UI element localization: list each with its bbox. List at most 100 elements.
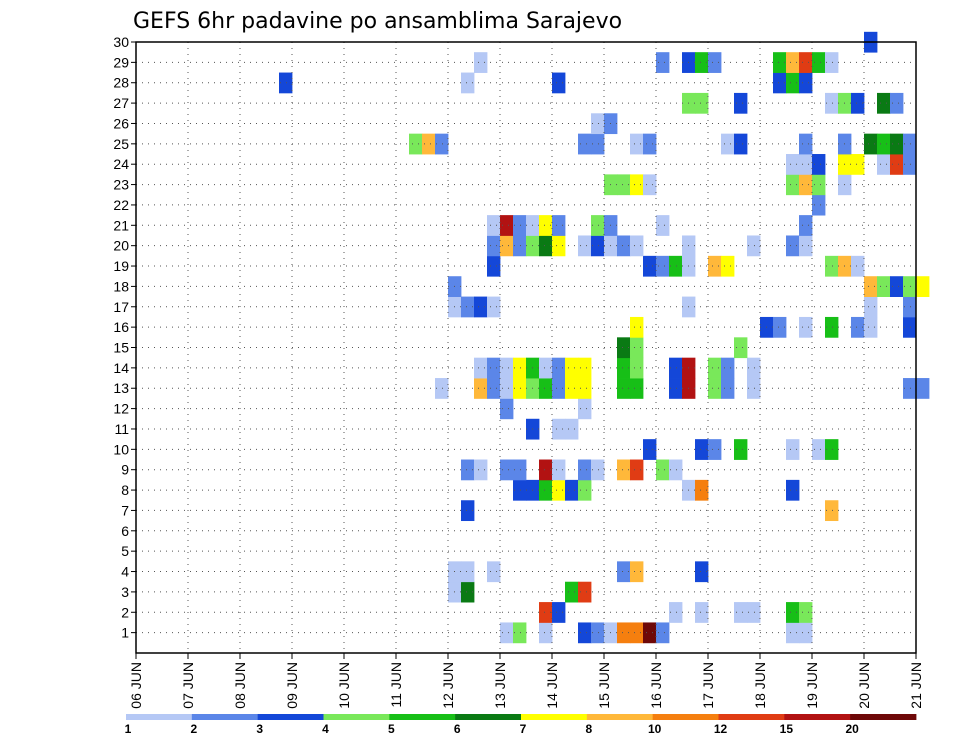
x-tick-label: 16 JUN xyxy=(648,662,664,709)
colorbar-swatch xyxy=(850,714,917,720)
precip-cell-m3-s34 xyxy=(578,581,592,603)
x-tick-label: 07 JUN xyxy=(180,662,196,709)
precip-cell-m28-s51 xyxy=(799,72,813,94)
precip-cell-m1-s28 xyxy=(500,622,514,644)
precip-cell-m25-s57 xyxy=(877,133,891,155)
precip-cell-m23-s50 xyxy=(786,174,800,196)
precip-cell-m9-s37 xyxy=(617,459,631,481)
precip-cell-m1-s31 xyxy=(539,622,553,644)
precip-cell-m13-s44 xyxy=(708,378,722,399)
y-tick-label: 5 xyxy=(121,543,129,559)
precip-cell-m13-s29 xyxy=(513,378,527,399)
precip-cell-m19-s44 xyxy=(708,255,722,277)
precip-cell-m25-s51 xyxy=(799,133,813,155)
precip-cell-m4-s43 xyxy=(695,561,709,583)
precip-cell-m14-s27 xyxy=(487,357,501,379)
precip-cell-m9-s31 xyxy=(539,459,553,481)
precip-cell-m27-s53 xyxy=(825,92,839,114)
y-tick-label: 9 xyxy=(121,462,129,478)
precip-cell-m19-s27 xyxy=(487,255,501,277)
precip-cell-m24-s51 xyxy=(799,154,813,175)
precip-cell-m14-s28 xyxy=(500,357,514,379)
precip-cell-m15-s46 xyxy=(734,337,748,359)
precip-cell-m3-s25 xyxy=(461,581,475,603)
precip-cell-m28-s50 xyxy=(786,72,800,94)
precip-cell-m23-s37 xyxy=(617,174,631,196)
precip-cell-m24-s50 xyxy=(786,154,800,175)
precip-cell-m24-s58 xyxy=(890,154,904,175)
precip-cell-m28-s11 xyxy=(279,72,293,94)
precip-cell-m20-s47 xyxy=(747,235,761,257)
y-tick-label: 27 xyxy=(113,95,129,111)
precip-cell-m28-s25 xyxy=(461,72,475,94)
precip-cell-m26-s35 xyxy=(591,113,605,135)
precip-cell-m17-s56 xyxy=(864,296,878,318)
precip-cell-m13-s32 xyxy=(552,378,566,399)
precip-cell-m20-s51 xyxy=(799,235,813,257)
colorbar-swatch xyxy=(521,714,588,720)
y-tick-label: 3 xyxy=(121,584,129,600)
precip-cell-m1-s50 xyxy=(786,622,800,644)
precip-cell-m25-s35 xyxy=(591,133,605,155)
colorbar-label: 3 xyxy=(256,722,263,736)
precip-cell-m27-s58 xyxy=(890,92,904,114)
precip-cell-m24-s55 xyxy=(851,154,865,175)
precip-cell-m25-s45 xyxy=(721,133,735,155)
precip-cell-m25-s34 xyxy=(578,133,592,155)
x-tick-label: 17 JUN xyxy=(700,662,716,709)
precip-cell-m7-s25 xyxy=(461,500,475,522)
precip-cell-m16-s38 xyxy=(630,316,644,338)
colorbar-swatch xyxy=(257,714,324,720)
x-tick-label: 19 JUN xyxy=(804,662,820,709)
precip-cell-m1-s38 xyxy=(630,622,644,644)
precip-cell-m14-s41 xyxy=(669,357,683,379)
precip-cell-m14-s32 xyxy=(552,357,566,379)
y-axis: 1234567891011121314151617181920212223242… xyxy=(113,34,136,641)
precip-cell-m13-s41 xyxy=(669,378,683,399)
precip-cell-m15-s37 xyxy=(617,337,631,359)
colorbar-swatch xyxy=(586,714,654,720)
precip-cell-m4-s38 xyxy=(630,561,644,583)
y-tick-label: 29 xyxy=(113,54,129,70)
colorbar-label: 10 xyxy=(648,722,662,736)
precip-cell-m20-s38 xyxy=(630,235,644,257)
colorbar-label: 12 xyxy=(714,722,728,736)
colorbar-swatch xyxy=(126,714,193,720)
colorbar-legend: 1 2 3 4 5 6 7 8 10 12 15 20 xyxy=(125,714,917,736)
y-tick-label: 21 xyxy=(113,217,129,233)
precip-cell-m8-s43 xyxy=(695,479,709,501)
precip-cell-m13-s37 xyxy=(617,378,631,399)
precip-cell-m25-s46 xyxy=(734,133,748,155)
precip-cell-m16-s55 xyxy=(851,316,865,338)
precip-cell-m25-s23 xyxy=(435,133,449,155)
precip-cells xyxy=(279,31,930,644)
x-tick-label: 15 JUN xyxy=(596,662,612,709)
precip-cell-m13-s60 xyxy=(916,378,930,399)
y-tick-label: 19 xyxy=(113,258,129,274)
precip-cell-m4-s27 xyxy=(487,561,501,583)
precip-cell-m17-s59 xyxy=(903,296,917,318)
precip-cell-m4-s37 xyxy=(617,561,631,583)
precip-cell-m8-s33 xyxy=(565,479,579,501)
precip-cell-m9-s35 xyxy=(591,459,605,481)
precip-cell-m8-s32 xyxy=(552,479,566,501)
precip-cell-m18-s60 xyxy=(916,276,930,297)
precip-cell-m9-s41 xyxy=(669,459,683,481)
precip-cell-m13-s28 xyxy=(500,378,514,399)
y-tick-label: 28 xyxy=(113,75,129,91)
precip-cell-m18-s56 xyxy=(864,276,878,297)
precip-cell-m1-s35 xyxy=(591,622,605,644)
y-tick-label: 16 xyxy=(113,319,129,335)
precip-cell-m25-s22 xyxy=(422,133,436,155)
y-tick-label: 7 xyxy=(121,502,129,518)
colorbar-swatch xyxy=(718,714,785,720)
precip-cell-m27-s43 xyxy=(695,92,709,114)
colorbar-label: 1 xyxy=(125,722,132,736)
precip-cell-m29-s52 xyxy=(812,52,826,73)
precip-cell-m18-s57 xyxy=(877,276,891,297)
precip-cell-m12-s34 xyxy=(578,398,592,420)
x-axis: 06 JUN 07 JUN 08 JUN 09 JUN 10 JUN 11 JUN 12 J… xyxy=(128,653,924,709)
x-tick-label: 20 JUN xyxy=(856,662,872,709)
precip-cell-m16-s56 xyxy=(864,316,878,338)
precip-cell-m10-s43 xyxy=(695,439,709,460)
